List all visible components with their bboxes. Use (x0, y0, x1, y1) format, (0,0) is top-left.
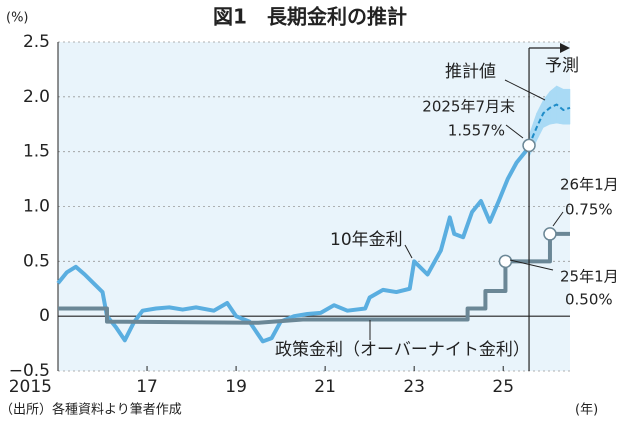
x-tick-label: 25 (492, 377, 514, 397)
leader-line (404, 244, 413, 259)
series-label: 10年金利 (330, 230, 403, 250)
chart-title: 図1 長期金利の推計 (213, 5, 407, 29)
y-tick-label: 1.0 (23, 197, 50, 217)
x-tick-label: 21 (314, 377, 336, 397)
arrow-head (560, 43, 570, 53)
annotation: 26年1月 (560, 176, 619, 194)
annotation: 予測 (545, 56, 579, 76)
x-tick-label: 17 (136, 377, 158, 397)
y-tick-label: 2.0 (23, 87, 50, 107)
series-line (528, 103, 571, 146)
y-tick-label: 0.5 (23, 251, 50, 271)
y-tick-label: 1.5 (23, 142, 50, 162)
y-tick-label: −0.5 (9, 361, 50, 381)
y-tick-label: 0 (39, 306, 50, 326)
annotation: 1.557% (448, 122, 505, 140)
x-tick-label: 23 (403, 377, 425, 397)
leader-line (552, 211, 564, 227)
leader-line (505, 124, 524, 139)
series-line (58, 231, 570, 325)
x-tick-label: 19 (225, 377, 247, 397)
leader-line (504, 79, 546, 101)
annotation: 0.75% (565, 201, 613, 219)
point-marker (498, 254, 513, 269)
series-line (56, 144, 531, 344)
annotation: 0.50% (565, 291, 613, 309)
point-marker (522, 138, 536, 153)
y-tick-label: 2.5 (23, 32, 50, 52)
y-unit: (%) (6, 11, 29, 26)
estimate-band (563, 88, 571, 125)
point-marker (543, 227, 557, 241)
x-unit: (年) (575, 403, 598, 418)
annotation: 25年1月 (560, 268, 619, 286)
leader-line (509, 259, 554, 271)
series-label: 政策金利（オーバーナイト金利） (275, 340, 530, 360)
x-tick-label: 2015 (9, 377, 52, 397)
series-label: 推計値 (445, 62, 496, 82)
annotation: 2025年7月末 (422, 98, 515, 116)
source: （出所）各種資料より筆者作成 (0, 402, 182, 418)
